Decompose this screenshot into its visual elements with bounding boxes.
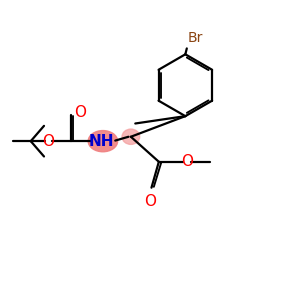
Text: Br: Br <box>188 31 203 45</box>
Text: O: O <box>74 105 86 120</box>
Ellipse shape <box>88 130 118 152</box>
Text: O: O <box>144 194 156 208</box>
Text: O: O <box>181 154 193 169</box>
Ellipse shape <box>122 129 140 144</box>
Text: NH: NH <box>89 134 114 149</box>
Text: O: O <box>42 134 54 149</box>
